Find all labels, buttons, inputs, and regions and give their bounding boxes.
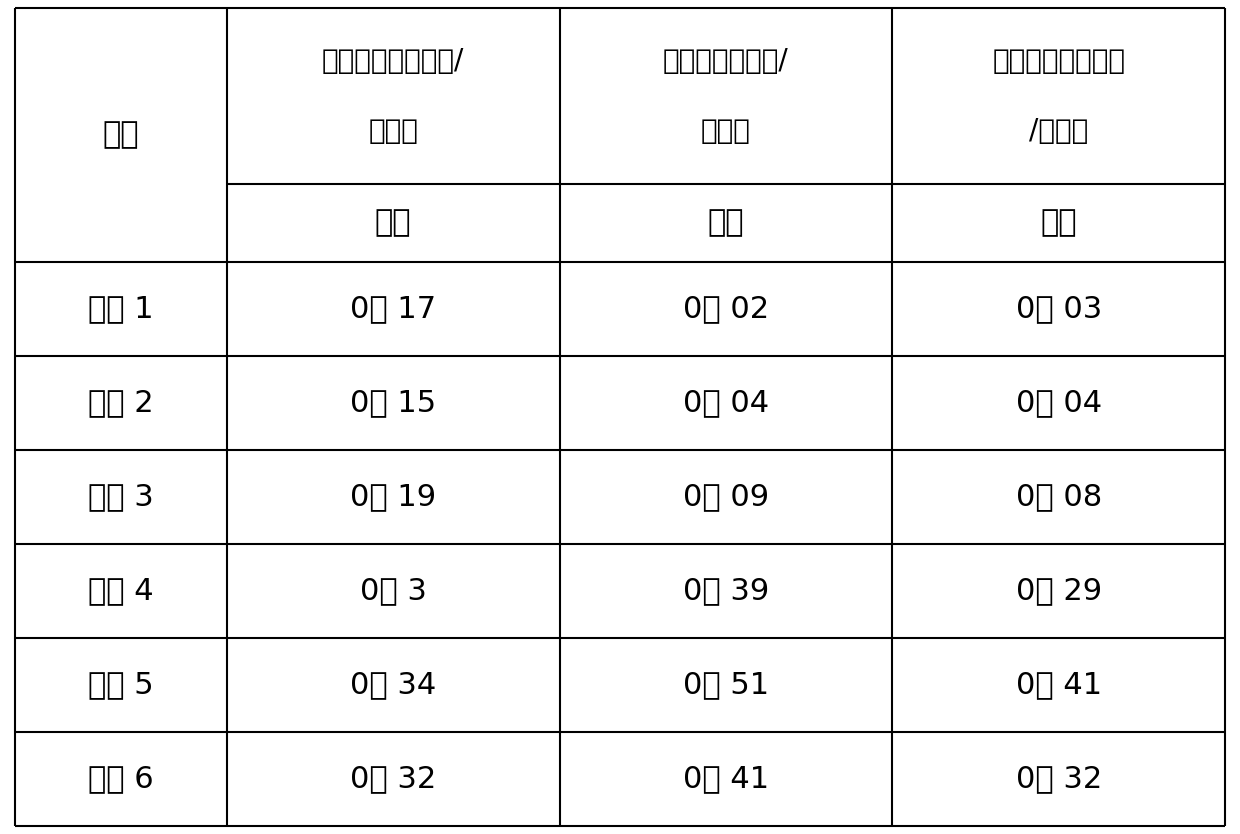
Text: 茎含锶量（毫克/: 茎含锶量（毫克/ (663, 47, 789, 75)
Text: 配方 2: 配方 2 (88, 388, 154, 417)
Text: 0． 29: 0． 29 (1016, 576, 1101, 605)
Text: 配方 4: 配方 4 (88, 576, 154, 605)
Text: 0． 41: 0． 41 (1016, 671, 1101, 700)
Text: 千克）: 千克） (368, 117, 418, 145)
Text: 0． 34: 0． 34 (350, 671, 436, 700)
Text: 0． 08: 0． 08 (1016, 482, 1102, 511)
Text: 0． 09: 0． 09 (683, 482, 769, 511)
Text: 0． 32: 0． 32 (350, 765, 436, 793)
Text: 0． 04: 0． 04 (683, 388, 769, 417)
Text: 0． 03: 0． 03 (1016, 294, 1102, 323)
Text: 含量: 含量 (708, 208, 744, 237)
Text: 0． 39: 0． 39 (683, 576, 769, 605)
Text: 配方 1: 配方 1 (88, 294, 154, 323)
Text: 0． 04: 0． 04 (1016, 388, 1101, 417)
Text: 配方 3: 配方 3 (88, 482, 154, 511)
Text: 根系含锶量（毫克/: 根系含锶量（毫克/ (322, 47, 464, 75)
Text: 配方 6: 配方 6 (88, 765, 154, 793)
Text: 含量: 含量 (374, 208, 412, 237)
Text: /千克）: /千克） (1029, 117, 1089, 145)
Text: 叶片含锶量（毫克: 叶片含锶量（毫克 (992, 47, 1125, 75)
Text: 配方: 配方 (103, 120, 139, 149)
Text: 千克）: 千克） (701, 117, 750, 145)
Text: 0． 02: 0． 02 (683, 294, 769, 323)
Text: 配方 5: 配方 5 (88, 671, 154, 700)
Text: 0． 41: 0． 41 (683, 765, 769, 793)
Text: 0． 19: 0． 19 (350, 482, 436, 511)
Text: 0． 51: 0． 51 (683, 671, 769, 700)
Text: 0． 3: 0． 3 (360, 576, 427, 605)
Text: 含量: 含量 (1040, 208, 1076, 237)
Text: 0． 17: 0． 17 (350, 294, 436, 323)
Text: 0． 32: 0． 32 (1016, 765, 1102, 793)
Text: 0． 15: 0． 15 (350, 388, 436, 417)
